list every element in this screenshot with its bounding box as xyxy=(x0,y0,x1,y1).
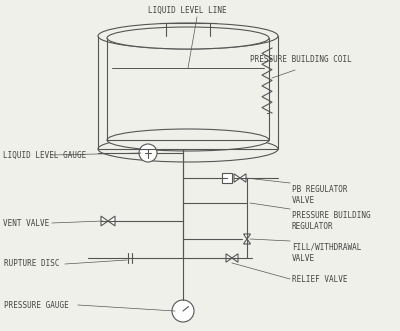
Polygon shape xyxy=(240,174,246,182)
Polygon shape xyxy=(101,216,108,226)
Polygon shape xyxy=(244,234,250,239)
Polygon shape xyxy=(234,174,240,182)
Ellipse shape xyxy=(107,129,269,151)
Circle shape xyxy=(139,144,157,162)
Text: RUPTURE DISC: RUPTURE DISC xyxy=(4,260,60,268)
Polygon shape xyxy=(232,254,238,262)
Text: PRESSURE GAUGE: PRESSURE GAUGE xyxy=(4,301,69,309)
Text: FILL/WITHDRAWAL
VALVE: FILL/WITHDRAWAL VALVE xyxy=(292,243,361,263)
Ellipse shape xyxy=(98,23,278,49)
Circle shape xyxy=(172,300,194,322)
Polygon shape xyxy=(244,239,250,244)
Text: PB REGULATOR
VALVE: PB REGULATOR VALVE xyxy=(292,185,348,205)
Polygon shape xyxy=(226,254,232,262)
Text: PRESSURE BUILDING COIL: PRESSURE BUILDING COIL xyxy=(250,55,352,64)
Ellipse shape xyxy=(107,27,269,49)
Bar xyxy=(222,173,232,183)
Text: RELIEF VALVE: RELIEF VALVE xyxy=(292,274,348,283)
Ellipse shape xyxy=(98,136,278,162)
Polygon shape xyxy=(108,216,115,226)
Text: LIQUID LEVEL GAUGE: LIQUID LEVEL GAUGE xyxy=(3,151,86,160)
Text: LIQUID LEVEL LINE: LIQUID LEVEL LINE xyxy=(148,6,227,15)
Text: VENT VALVE: VENT VALVE xyxy=(3,218,49,227)
Text: PRESSURE BUILDING
REGULATOR: PRESSURE BUILDING REGULATOR xyxy=(292,211,371,231)
